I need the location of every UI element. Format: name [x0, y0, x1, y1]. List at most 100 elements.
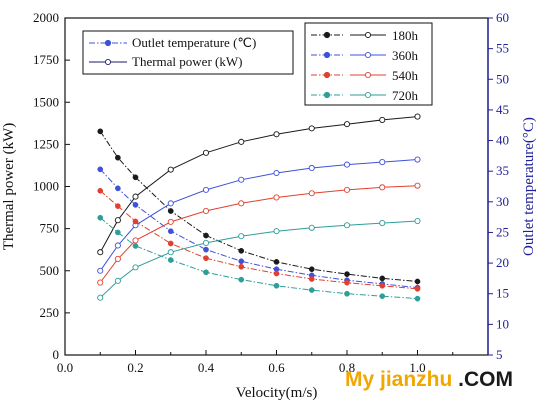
y-right-tick-label: 50	[496, 71, 509, 86]
y-right-tick-label: 5	[496, 347, 503, 362]
thermal-power-point	[132, 237, 139, 244]
outlet-temperature-point	[273, 259, 280, 265]
thermal-power-point	[202, 239, 210, 246]
thermal-power-line-720h	[99, 220, 418, 299]
thermal-power-point	[273, 194, 280, 201]
thermal-power-point	[379, 220, 386, 227]
x-tick-label: 1.0	[409, 360, 425, 375]
outlet-temperature-point	[379, 282, 386, 289]
thermal-power-point	[114, 277, 121, 284]
outlet-temperature-point	[167, 228, 174, 235]
outlet-temperature-point	[379, 293, 386, 300]
watermark-suffix: .COM	[452, 368, 514, 391]
x-tick-label: 0.6	[268, 360, 285, 375]
time-legend-open-marker	[364, 31, 372, 39]
thermal-power-point	[308, 125, 315, 132]
time-legend-open-marker	[364, 51, 372, 59]
x-axis-title: Velocity(m/s)	[236, 385, 318, 401]
outlet-temperature-line-540h	[99, 190, 418, 290]
outlet-temperature-point	[203, 232, 209, 239]
y-right-tick-label: 60	[496, 10, 509, 25]
outlet-temperature-point	[379, 275, 386, 282]
y-left-tick-label: 1750	[33, 52, 59, 67]
outlet-temperature-point	[344, 279, 350, 286]
thermal-power-point	[238, 176, 245, 183]
thermal-power-point	[273, 169, 280, 177]
x-tick-label: 0.2	[127, 360, 143, 375]
thermal-power-point	[343, 186, 351, 193]
thermal-power-point	[202, 207, 210, 214]
thermal-power-point	[414, 156, 421, 163]
thermal-power-point	[273, 131, 280, 138]
time-legend-filled-marker	[323, 91, 331, 99]
outlet-temperature-point	[273, 270, 280, 277]
thermal-power-point	[379, 116, 386, 123]
style-legend-marker-outlet	[104, 39, 112, 47]
y-right-tick-label: 20	[496, 255, 509, 270]
outlet-temperature-point	[97, 128, 104, 135]
thermal-power-point	[97, 249, 104, 256]
y-left-tick-label: 750	[40, 221, 60, 236]
outlet-temperature-line-180h	[99, 131, 418, 282]
outlet-temperature-point	[97, 214, 104, 221]
thermal-power-point	[308, 190, 315, 197]
y-left-tick-label: 0	[53, 347, 60, 362]
outlet-temperature-point	[203, 255, 209, 262]
outlet-temperature-point	[132, 202, 139, 208]
outlet-temperature-point	[238, 247, 245, 254]
outlet-temperature-point	[414, 295, 421, 302]
time-legend-filled-marker	[323, 51, 331, 59]
thermal-power-point	[167, 166, 174, 173]
time-legend-filled-marker	[323, 31, 331, 39]
thermal-power-point	[238, 233, 245, 240]
thermal-power-point	[414, 182, 421, 189]
time-legend-filled-marker	[323, 71, 331, 79]
thermal-power-point	[379, 159, 386, 166]
time-legend-open-marker	[364, 71, 372, 79]
y-left-tick-label: 500	[40, 263, 60, 278]
outlet-temperature-point	[344, 271, 350, 277]
time-legend-label-540h: 540h	[392, 68, 419, 83]
y-right-tick-label: 30	[496, 194, 509, 209]
outlet-temperature-point	[414, 278, 421, 285]
outlet-temperature-point	[238, 276, 245, 283]
outlet-temperature-point	[167, 257, 174, 263]
thermal-power-point	[167, 249, 174, 256]
time-legend-label-720h: 720h	[392, 88, 419, 103]
y-right-tick-label: 25	[496, 224, 509, 239]
outlet-temperature-point	[115, 185, 121, 192]
y-left-tick-label: 250	[40, 305, 60, 320]
outlet-temperature-point	[167, 208, 174, 214]
thermal-power-point	[202, 186, 210, 193]
thermal-power-point	[343, 222, 351, 229]
outlet-temperature-point	[203, 269, 209, 276]
x-tick-label: 0.8	[339, 360, 355, 375]
watermark: My jianzhu .COM	[345, 368, 513, 392]
thermal-power-point	[414, 113, 421, 120]
outlet-temperature-point	[97, 187, 104, 194]
thermal-power-point	[343, 121, 351, 128]
outlet-temperature-point	[132, 174, 139, 181]
thermal-power-point	[132, 264, 139, 271]
thermal-power-point	[114, 242, 121, 249]
y-right-tick-label: 15	[496, 286, 509, 301]
style-legend-label-outlet: Outlet temperature (℃)	[132, 35, 256, 50]
thermal-power-point	[308, 224, 315, 231]
outlet-temperature-point	[203, 246, 209, 253]
thermal-power-point	[97, 294, 104, 301]
y-right-tick-label: 55	[496, 41, 509, 56]
outlet-temperature-point	[115, 229, 121, 236]
thermal-power-point	[379, 184, 386, 191]
y-right-tick-label: 10	[496, 316, 509, 331]
y-right-tick-label: 35	[496, 163, 509, 178]
thermal-power-line-180h	[99, 116, 418, 253]
thermal-power-point	[132, 193, 139, 200]
outlet-temperature-point	[115, 154, 121, 161]
thermal-power-point	[114, 255, 121, 263]
time-legend-label-180h: 180h	[392, 28, 419, 43]
outlet-temperature-line-720h	[99, 217, 418, 300]
style-legend-box	[82, 30, 294, 75]
x-tick-label: 0.4	[198, 360, 215, 375]
y-left-tick-label: 2000	[33, 10, 59, 25]
outlet-temperature-point	[132, 218, 139, 225]
